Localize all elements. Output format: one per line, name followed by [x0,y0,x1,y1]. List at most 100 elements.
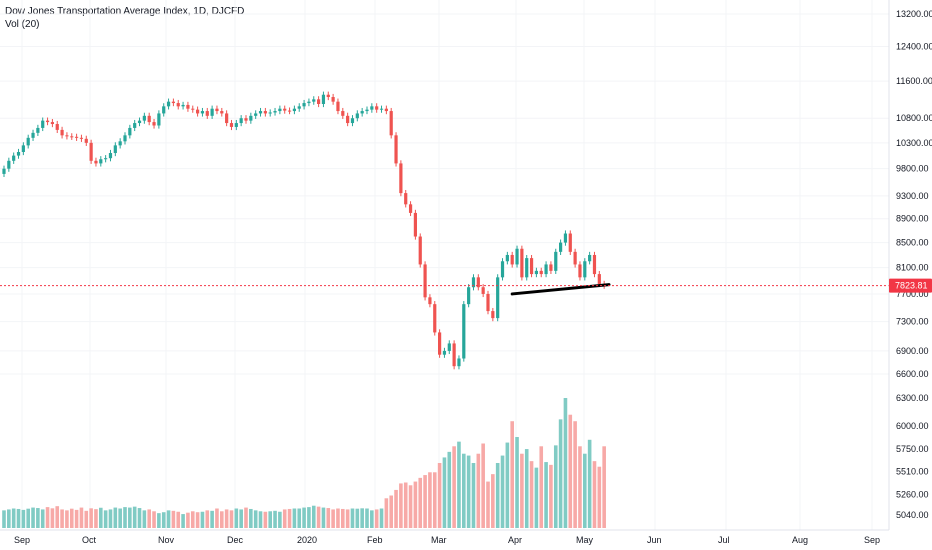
volume-bar [273,510,277,528]
volume-bar [16,508,21,528]
volume-bar [350,508,355,528]
candle-body [326,94,330,98]
candle-body [578,264,582,278]
price-tick-label: 12400.00 [896,41,932,51]
volume-bar [302,507,306,528]
candle-body [592,254,597,275]
volume-bar [263,511,268,528]
volume-bar [466,455,471,528]
time-tick-label: Sep [14,535,30,545]
volume-bar [558,419,563,528]
candle-body [588,254,592,262]
candle-body [123,135,127,142]
candle-body [559,242,563,252]
volume-bar [108,509,113,528]
candle-body [399,163,403,194]
volume-bar [2,510,6,528]
candle-body [162,106,166,114]
volume-bar [403,482,408,528]
candle-body [50,122,54,125]
volume-bar [316,506,321,528]
time-tick-label: 2020 [297,535,317,545]
candle-body [462,304,466,359]
candle-body [350,118,355,124]
volume-bar [147,509,151,528]
volume-bar [268,511,272,528]
candle-body [26,137,30,146]
candle-body [118,141,122,146]
price-tick-label: 7300.00 [896,317,929,327]
time-axis[interactable]: Sep Oct Nov Dec 2020 Feb Mar Apr May Jun Jul Aug Sep [0,529,889,545]
price-tick-label: 10800.00 [896,113,932,123]
volume-bar [239,509,243,528]
volume-bar [205,510,210,528]
candle-body [413,212,417,237]
volume-bar [592,461,597,528]
candle-body [515,248,519,265]
volume-bar [176,511,181,528]
candle-body [423,264,427,298]
volume-bar [69,508,74,528]
candle-body [583,261,587,278]
volume-bar [307,507,311,528]
candle-body [70,136,74,138]
time-tick-label: Aug [792,535,808,545]
volume-bar [297,508,302,528]
price-tick-label: 6600.00 [896,369,929,379]
candle-body [597,274,601,284]
candle-body [481,287,485,294]
candle-body [491,311,495,319]
volume-bar [157,513,161,528]
candle-body [263,111,267,114]
volume-bar [394,489,398,528]
volume-bar [573,421,577,528]
volume-bar [60,509,64,528]
candle-body [84,138,88,143]
candle-body [200,111,205,114]
candle-body [307,101,311,104]
volume-bar [336,508,340,528]
volume-tick-label: 6300.00 [896,393,929,403]
candle-body [220,111,224,114]
volume-bar [181,514,185,528]
volume-bar [326,508,331,528]
volume-bar [229,510,234,528]
candle-body [297,106,301,109]
volume-bar [602,446,606,528]
candle-body [229,123,234,127]
candles [2,91,606,370]
time-tick-label: Apr [508,535,522,545]
candle-body [273,111,277,113]
volume-bar [432,472,437,528]
candle-body [341,111,345,116]
candle-body [225,113,229,124]
candle-body [438,332,442,355]
candle-body [278,108,282,112]
candle-body [331,97,335,102]
volume-bar [476,453,481,528]
candle-body [292,108,296,112]
candle-body [568,233,572,252]
time-tick-label: Oct [82,535,97,545]
candle-body [36,127,40,133]
price-axis[interactable]: 13200.00 12400.00 11600.00 10800.00 10300.00… [888,0,932,530]
candle-body [321,94,326,104]
volume-bar [437,463,442,528]
volume-bar [481,443,485,528]
candle-body [2,168,6,174]
volume-bar [113,507,118,528]
volume-bar [355,508,360,528]
volume-bar [161,512,166,528]
candle-body [75,136,79,138]
volume-bar [495,463,500,528]
volume-bar [505,442,510,528]
candle-body [137,120,142,124]
volume-bar [137,508,142,528]
candle-body [317,99,321,104]
candle-body [389,111,393,136]
candle-body [370,106,374,110]
candle-body [181,104,185,107]
candle-body [418,236,422,265]
candle-body [268,112,272,114]
